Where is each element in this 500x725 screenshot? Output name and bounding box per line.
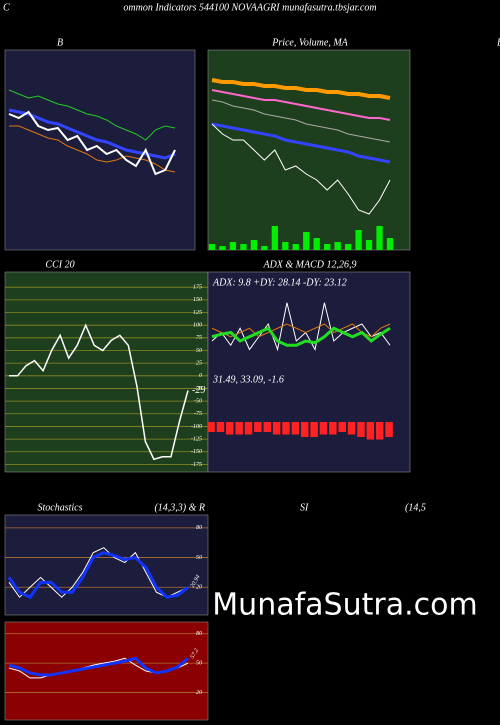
y-tick-label: -150 [191,449,202,455]
y-tick-label: 20 [196,585,202,591]
chart-title: B [57,37,63,48]
macd-bar [207,422,215,432]
chart-title: CCI 20 [45,259,74,270]
macd-bar [226,422,234,435]
macd-bar [263,422,272,432]
y-tick-label: 80 [196,631,202,637]
y-tick-label: 150 [193,297,202,303]
volume-bar [376,226,383,250]
y-tick-label: 50 [196,348,202,354]
chart-title: ADX & MACD 12,26,9 [262,259,356,270]
header-right: B [497,37,500,48]
macd-bar [272,422,281,435]
series-line [8,547,189,598]
macd-bar [235,422,243,435]
y-tick-label: 175 [193,285,202,291]
y-tick-label: 25 [196,361,202,367]
macd-bar [366,422,375,440]
series-line [9,323,189,461]
volume-bar [282,242,289,250]
volume-bar [240,244,247,250]
series-line [211,78,391,100]
y-tick-label: 100 [193,323,202,329]
macd-bar [347,422,356,435]
panel [4,621,209,721]
y-tick-label: 0 [199,373,202,379]
macd-bar [385,422,393,437]
y-tick-label: 125 [193,310,202,316]
volume-bar [344,244,352,250]
value-label: -29 [192,385,205,396]
series-line [211,323,391,338]
macd-bar [329,422,337,435]
y-tick-label: -50 [194,398,202,404]
series-line [9,125,176,173]
volume-bar [355,230,362,250]
y-tick-label: -175 [191,462,202,468]
y-tick-label: -100 [191,424,202,430]
rsi-title: SI [300,502,309,513]
series-line [8,110,176,176]
panel [4,49,196,251]
header-left: C [3,2,10,13]
chart-params: (14,3,3) & R [154,502,205,513]
macd-bar [338,422,346,432]
y-tick-label: 80 [196,525,202,531]
macd-bar [216,422,225,432]
macd-bar [244,422,253,435]
volume-bar [313,238,320,250]
series-line [211,89,391,121]
watermark: MunafaSutra.com [212,588,477,623]
series-line [211,122,391,164]
series-line [211,123,391,215]
adx-label: ADX: 9.8 +DY: 28.14 -DY: 23.12 [212,277,347,288]
series-line [8,656,189,677]
series-line [211,99,391,143]
annotation: 57.2 [190,648,200,660]
panel [4,271,209,473]
macd-bar [375,422,384,440]
chart-title: Price, Volume, MA [271,37,348,48]
y-tick-label: -125 [191,436,202,442]
volume-bar [250,240,258,250]
volume-bar [208,244,216,250]
chart-title: Stochastics [38,502,83,513]
volume-bar [303,232,310,250]
volume-bar [271,226,278,250]
y-tick-label: -25 [194,386,202,392]
volume-bar [365,240,373,250]
macd-bar [301,422,309,437]
series-line [8,89,176,141]
volume-bar [386,238,394,250]
macd-bar [319,422,328,435]
y-tick-label: 50 [196,661,202,667]
macd-label: 31.49, 33.09, -1.6 [212,374,284,385]
panel [4,514,209,616]
series-line [211,326,391,347]
macd-bar [282,422,290,435]
volume-bar [219,246,226,250]
header-title: ommon Indicators 544100 NOVAAGRI munafas… [123,2,376,13]
panel [207,49,411,251]
volume-bar [324,244,331,250]
y-tick-label: -75 [194,411,202,417]
macd-bar [254,422,262,432]
volume-bar [292,244,299,250]
y-tick-label: 75 [196,335,202,341]
series-line [7,551,189,600]
macd-bar [291,422,300,435]
y-tick-label: 50 [196,555,202,561]
volume-bar [334,242,341,250]
y-tick-label: 20 [196,690,202,696]
volume-bar [261,246,268,250]
rsi-params: (14,5 [405,502,426,513]
macd-bar [310,422,318,437]
panel [207,271,411,473]
volume-bar [229,242,237,250]
macd-bar [357,422,365,437]
